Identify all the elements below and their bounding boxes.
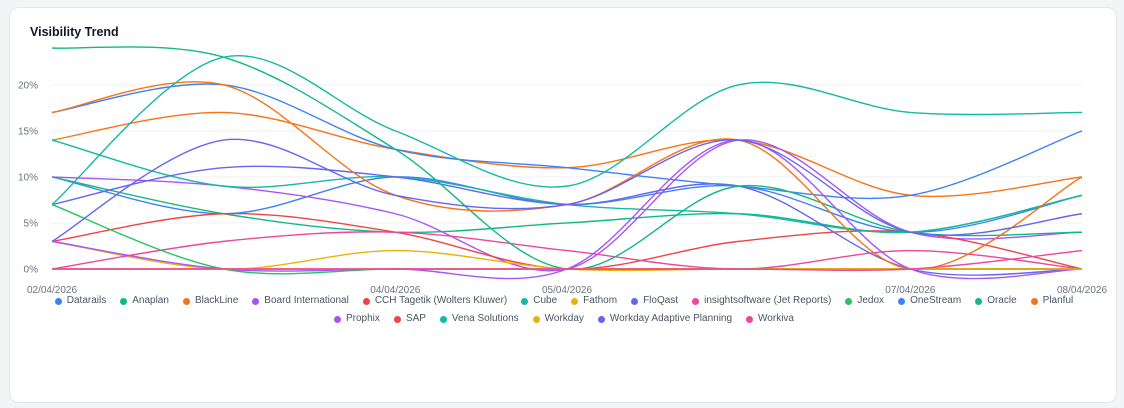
y-tick-label: 0% <box>24 265 39 276</box>
legend-dot-icon <box>182 297 190 305</box>
legend-label: Workiva <box>758 313 794 324</box>
legend-dot-icon <box>692 297 700 305</box>
legend-dot-icon <box>393 315 401 323</box>
legend-item-fathom[interactable]: Fathom <box>571 294 617 308</box>
x-tick-label: 08/04/2026 <box>1057 285 1107 296</box>
legend-label: Anaplan <box>132 295 169 306</box>
series-line-floqast[interactable] <box>51 165 1083 276</box>
chart-legend: Datarails Anaplan BlackLine Board Internati… <box>10 294 1118 326</box>
y-tick-label: 5% <box>24 218 39 229</box>
legend-item-onestream[interactable]: OneStream <box>898 294 961 308</box>
legend-item-prophix[interactable]: Prophix <box>334 312 380 326</box>
legend-label: insightsoftware (Jet Reports) <box>704 295 832 306</box>
legend-dot-icon <box>975 297 983 305</box>
legend-dot-icon <box>362 297 370 305</box>
legend-dot-icon <box>631 297 639 305</box>
legend-item-workday[interactable]: Workday <box>532 312 584 326</box>
series-line-workday-adaptive-planning[interactable] <box>51 138 1083 242</box>
x-tick-label: 02/04/2026 <box>27 285 77 296</box>
legend-label: Cube <box>533 295 558 306</box>
legend-dot-icon <box>334 315 341 323</box>
legend-label: Oracle <box>987 295 1017 306</box>
series-line-onestream[interactable] <box>51 83 1083 200</box>
legend-dot-icon <box>746 315 754 323</box>
legend-item-planful[interactable]: Planful <box>1030 294 1074 308</box>
legend-label: Board International <box>264 295 349 306</box>
y-tick-label: 15% <box>18 126 38 137</box>
series-line-fathom[interactable] <box>51 240 1082 272</box>
series-line-insightsoftware-jet-reports[interactable] <box>51 231 1083 270</box>
legend-dot-icon <box>597 315 605 323</box>
legend-item-insightsoftware-jet-reports[interactable]: insightsoftware (Jet Reports) <box>692 294 831 308</box>
x-tick-label: 05/04/2026 <box>542 285 592 296</box>
series-line-workiva[interactable] <box>52 249 1083 272</box>
legend-dot-icon <box>898 297 906 305</box>
legend-dot-icon <box>120 297 128 305</box>
legend-label: Jedox <box>857 295 885 306</box>
legend-item-sap[interactable]: SAP <box>393 312 426 326</box>
legend-dot-icon <box>571 297 579 305</box>
series-line-vena-solutions[interactable] <box>51 55 1083 206</box>
legend-item-floqast[interactable]: FloQast <box>631 294 678 308</box>
legend-dot-icon <box>252 297 260 305</box>
legend-label: Workday Adaptive Planning <box>609 313 733 324</box>
legend-label: Datarails <box>66 295 107 306</box>
legend-label: BlackLine <box>194 295 239 306</box>
legend-label: OneStream <box>910 295 962 306</box>
legend-dot-icon <box>532 315 540 323</box>
legend-dot-icon <box>1030 297 1038 305</box>
legend-dot-icon <box>845 297 853 305</box>
x-tick-label: 07/04/2026 <box>885 285 935 296</box>
y-axis-ticks: 0% 5% 10% 15% 20% <box>18 80 38 275</box>
series-lines <box>51 46 1083 280</box>
y-tick-label: 20% <box>18 80 38 91</box>
series-line-cch-tagetik-wolters-kluwer[interactable] <box>51 212 1083 270</box>
legend-item-vena-solutions[interactable]: Vena Solutions <box>439 312 519 326</box>
legend-item-cube[interactable]: Cube <box>521 294 557 308</box>
legend-label: FloQast <box>643 295 679 306</box>
legend-item-anaplan[interactable]: Anaplan <box>120 294 169 308</box>
chart-title: Visibility Trend <box>30 25 119 39</box>
legend-item-workday-adaptive-planning[interactable]: Workday Adaptive Planning <box>597 312 733 326</box>
y-tick-label: 10% <box>18 172 38 183</box>
legend-label: Fathom <box>583 295 618 306</box>
legend-dot-icon <box>439 315 447 323</box>
legend-item-oracle[interactable]: Oracle <box>975 294 1017 308</box>
legend-label: CCH Tagetik (Wolters Kluwer) <box>374 295 508 306</box>
legend-label: Workday <box>544 313 584 324</box>
legend-dot-icon <box>54 297 62 305</box>
legend-item-workiva[interactable]: Workiva <box>746 312 794 326</box>
series-line-prophix[interactable] <box>51 139 1083 280</box>
legend-item-board-international[interactable]: Board International <box>252 294 349 308</box>
legend-label: Vena Solutions <box>451 313 519 324</box>
legend-dot-icon <box>521 297 529 305</box>
line-chart[interactable]: 0% 5% 10% 15% 20% 02/04/2026 04/04/2026 05/04/… <box>10 8 1118 308</box>
legend-label: Planful <box>1042 295 1074 306</box>
x-tick-label: 04/04/2026 <box>370 285 420 296</box>
legend-label: Prophix <box>346 313 380 324</box>
x-axis-ticks: 02/04/2026 04/04/2026 05/04/2026 07/04/2026… <box>27 285 1107 296</box>
chart-card: Visibility Trend 0% 5% 10% 15% 20% 02/04/202… <box>9 7 1117 403</box>
legend-item-jedox[interactable]: Jedox <box>845 294 884 308</box>
legend-item-datarails[interactable]: Datarails <box>54 294 107 308</box>
legend-item-blackline[interactable]: BlackLine <box>182 294 239 308</box>
legend-item-cch-tagetik-wolters-kluwer[interactable]: CCH Tagetik (Wolters Kluwer) <box>362 294 508 308</box>
legend-label: SAP <box>405 313 426 324</box>
series-line-planful[interactable] <box>51 81 1083 270</box>
